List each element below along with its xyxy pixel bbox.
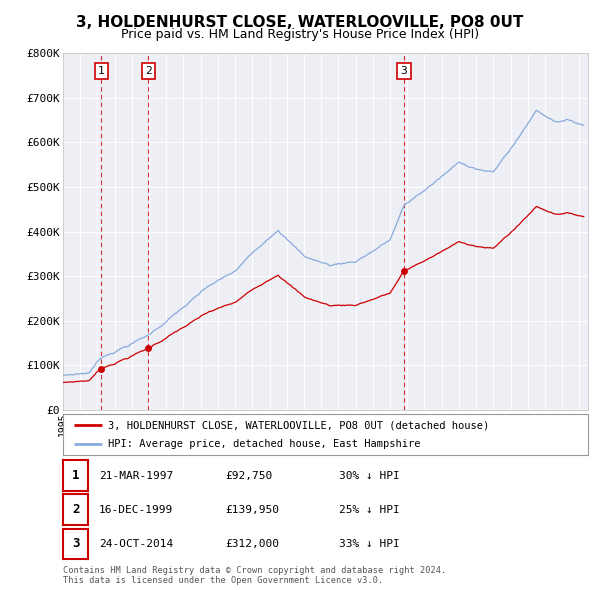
Text: 25% ↓ HPI: 25% ↓ HPI [339, 505, 400, 514]
Text: 2: 2 [145, 66, 152, 76]
Text: 3, HOLDENHURST CLOSE, WATERLOOVILLE, PO8 0UT (detached house): 3, HOLDENHURST CLOSE, WATERLOOVILLE, PO8… [107, 420, 489, 430]
Text: £312,000: £312,000 [225, 539, 279, 549]
Text: Price paid vs. HM Land Registry's House Price Index (HPI): Price paid vs. HM Land Registry's House … [121, 28, 479, 41]
Text: 2: 2 [72, 503, 79, 516]
Text: 24-OCT-2014: 24-OCT-2014 [99, 539, 173, 549]
Text: HPI: Average price, detached house, East Hampshire: HPI: Average price, detached house, East… [107, 440, 420, 450]
Text: Contains HM Land Registry data © Crown copyright and database right 2024.
This d: Contains HM Land Registry data © Crown c… [63, 566, 446, 585]
Text: £92,750: £92,750 [225, 471, 272, 480]
Text: 3: 3 [72, 537, 79, 550]
Text: 16-DEC-1999: 16-DEC-1999 [99, 505, 173, 514]
Text: 3, HOLDENHURST CLOSE, WATERLOOVILLE, PO8 0UT: 3, HOLDENHURST CLOSE, WATERLOOVILLE, PO8… [76, 15, 524, 30]
Text: 33% ↓ HPI: 33% ↓ HPI [339, 539, 400, 549]
Text: 1: 1 [98, 66, 104, 76]
Text: 1: 1 [72, 469, 79, 482]
Text: 30% ↓ HPI: 30% ↓ HPI [339, 471, 400, 480]
Text: £139,950: £139,950 [225, 505, 279, 514]
Text: 3: 3 [401, 66, 407, 76]
Text: 21-MAR-1997: 21-MAR-1997 [99, 471, 173, 480]
